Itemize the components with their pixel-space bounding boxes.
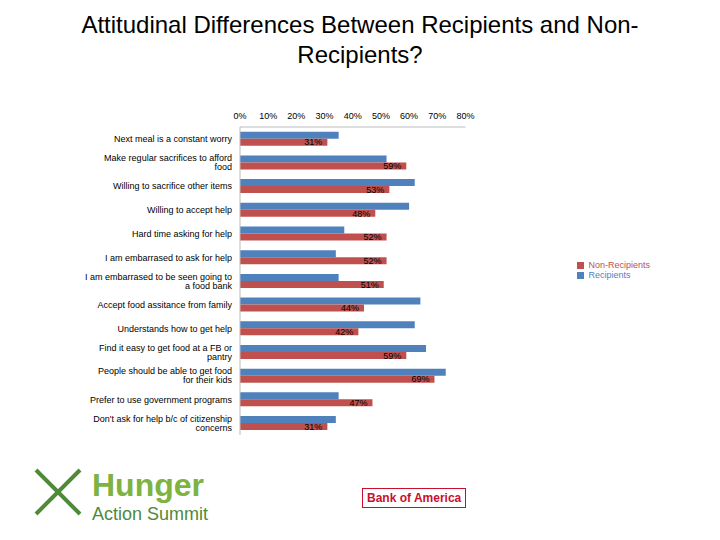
svg-text:42%: 42% [335, 327, 353, 337]
svg-text:I am embarrased to ask for hel: I am embarrased to ask for help [105, 253, 232, 263]
svg-text:Don't ask for help b/c of citi: Don't ask for help b/c of citizenshipcon… [93, 414, 232, 433]
svg-text:51%: 51% [361, 280, 379, 290]
svg-text:69%: 69% [411, 374, 429, 384]
svg-text:Next meal is a constant worry: Next meal is a constant worry [114, 134, 233, 144]
svg-text:59%: 59% [383, 161, 401, 171]
svg-text:30%: 30% [316, 111, 334, 121]
svg-text:40%: 40% [344, 111, 362, 121]
svg-text:52%: 52% [364, 256, 382, 266]
svg-text:Make regular sacrifices to aff: Make regular sacrifices to affordfood [104, 153, 232, 172]
svg-text:Hard time asking for help: Hard time asking for help [132, 229, 232, 239]
svg-text:52%: 52% [364, 232, 382, 242]
svg-text:53%: 53% [366, 185, 384, 195]
svg-text:Prefer to use government progr: Prefer to use government programs [90, 395, 233, 405]
svg-text:48%: 48% [352, 209, 370, 219]
svg-text:20%: 20% [287, 111, 305, 121]
svg-text:44%: 44% [341, 303, 359, 313]
svg-text:80%: 80% [456, 111, 474, 121]
html-text:Bank of America: Bank of America [367, 491, 462, 505]
svg-text:70%: 70% [428, 111, 446, 121]
svg-text:Willing to accept help: Willing to accept help [147, 205, 232, 215]
html-text:Action Summit: Action Summit [92, 504, 208, 524]
svg-text:31%: 31% [304, 137, 322, 147]
svg-text:50%: 50% [372, 111, 390, 121]
svg-text:47%: 47% [349, 398, 367, 408]
svg-text:59%: 59% [383, 351, 401, 361]
svg-text:Willing to sacrifice other ite: Willing to sacrifice other items [113, 181, 233, 191]
svg-text:10%: 10% [259, 111, 277, 121]
svg-text:0%: 0% [233, 111, 246, 121]
svg-text:People should be able to get f: People should be able to get foodfor the… [98, 366, 233, 385]
html-text:Attitudinal Differences Betwee: Attitudinal Differences Between Recipien… [81, 11, 639, 68]
svg-text:I am embarrased to be seen goi: I am embarrased to be seen going toa foo… [85, 272, 233, 291]
html-text:Hunger: Hunger [92, 467, 204, 503]
svg-text:Accept food assitance from fam: Accept food assitance from family [97, 300, 232, 310]
svg-text:Understands how to get help: Understands how to get help [117, 324, 232, 334]
html-text:Non-Recipients: Non-Recipients [588, 260, 650, 270]
svg-text:Find it easy to get food at a: Find it easy to get food at a FB orpantr… [99, 343, 233, 362]
svg-text:31%: 31% [304, 422, 322, 432]
html-text:Recipients: Recipients [588, 270, 631, 280]
svg-text:60%: 60% [400, 111, 418, 121]
